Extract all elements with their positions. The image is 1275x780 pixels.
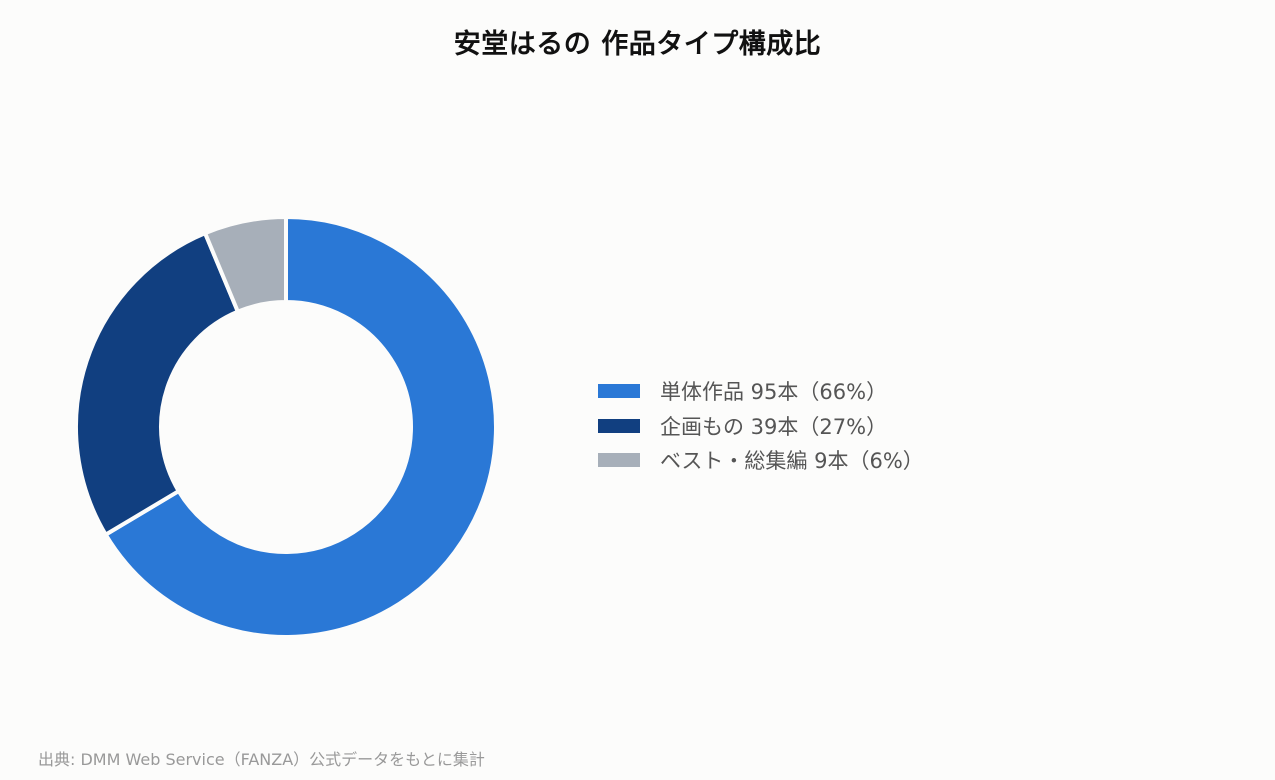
legend-swatch (598, 418, 640, 433)
legend-item: 企画もの 39本（27%） (598, 409, 924, 444)
chart-title: 安堂はるの 作品タイプ構成比 (453, 29, 822, 60)
legend-label: 企画もの 39本（27%） (660, 414, 888, 439)
legend-item: 単体作品 95本（66%） (598, 374, 924, 409)
chart-legend: 単体作品 95本（66%） 企画もの 39本（27%） ベスト・総集編 9本（6… (598, 374, 924, 478)
legend-label: ベスト・総集編 9本（6%） (660, 449, 924, 474)
legend-swatch (598, 453, 640, 468)
slice-kikaku (74, 230, 241, 538)
legend-item: ベスト・総集編 9本（6%） (598, 443, 924, 478)
slice-tanntai (102, 214, 498, 639)
source-note: 出典: DMM Web Service（FANZA）公式データをもとに集計 (38, 750, 485, 769)
slice-best (202, 214, 288, 315)
legend-label: 単体作品 95本（66%） (660, 380, 888, 405)
legend-swatch (598, 384, 640, 399)
